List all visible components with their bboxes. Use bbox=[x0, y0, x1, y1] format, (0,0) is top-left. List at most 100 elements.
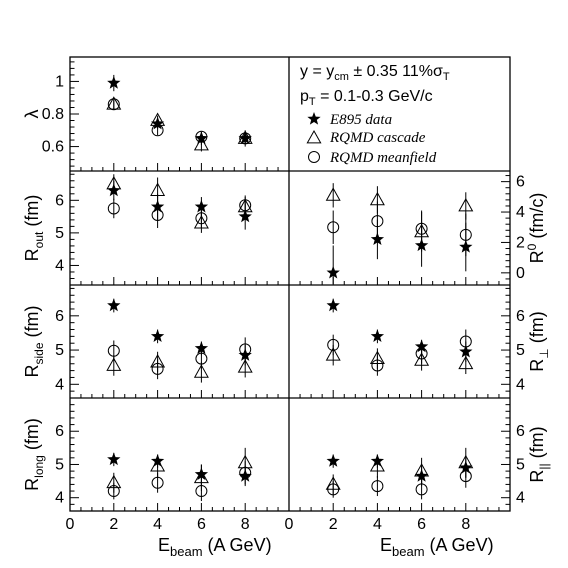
data-point-meanfield bbox=[107, 344, 120, 357]
y-axis-title-lambda: λ bbox=[22, 110, 42, 119]
y-tick-label: 0 bbox=[516, 265, 525, 282]
data-point-meanfield bbox=[327, 338, 340, 351]
x-axis-title-left: Ebeam (A GeV) bbox=[158, 535, 272, 559]
legend-entry-meanfield: RQMD meanfield bbox=[329, 150, 437, 166]
panel-Rout: 4 5 6 Rout (fm) bbox=[22, 173, 279, 285]
data-point-meanfield bbox=[195, 485, 208, 498]
data-point-e895 bbox=[107, 452, 121, 466]
x-axis-title-right: Ebeam (A GeV) bbox=[380, 535, 494, 559]
data-point-meanfield bbox=[239, 199, 252, 212]
data-point-e895 bbox=[326, 298, 340, 312]
data-point-meanfield bbox=[371, 359, 384, 372]
y-tick-label: 4 bbox=[55, 257, 64, 274]
panel-Rpar: 4 5 6R|| (fm) bbox=[299, 404, 551, 511]
y-tick-label: 6 bbox=[55, 423, 64, 440]
y-tick-label: 5 bbox=[516, 342, 525, 359]
y-tick-label: 4 bbox=[516, 376, 525, 393]
y-axis-title-Rout: Rout (fm) bbox=[22, 195, 46, 262]
data-point-meanfield bbox=[239, 466, 252, 479]
data-point-meanfield bbox=[459, 470, 472, 483]
y-tick-label: 4 bbox=[516, 204, 525, 221]
data-point-cascade bbox=[237, 130, 253, 144]
data-point-cascade bbox=[193, 136, 209, 151]
x-tick-label-right: 2 bbox=[329, 516, 338, 533]
data-point-meanfield bbox=[459, 228, 472, 241]
data-point-e895 bbox=[326, 265, 340, 279]
data-point-meanfield bbox=[239, 132, 252, 145]
data-point-cascade bbox=[237, 359, 253, 373]
x-tick-label-right: 4 bbox=[373, 516, 382, 533]
plot-frame bbox=[69, 56, 511, 512]
x-tick-label-left: 4 bbox=[153, 516, 162, 533]
panel-Rlong: 4 5 6 Rlong (fm) bbox=[22, 404, 279, 511]
data-point-e895 bbox=[194, 341, 209, 355]
x-tick-label-left: 0 bbox=[66, 516, 75, 533]
data-point-meanfield bbox=[327, 221, 340, 234]
data-point-cascade bbox=[106, 357, 122, 371]
x-tick-label-right: 0 bbox=[285, 516, 294, 533]
y-tick-label: 5 bbox=[55, 342, 64, 359]
data-point-meanfield bbox=[239, 343, 252, 356]
data-point-cascade bbox=[150, 458, 166, 472]
x-tick-label-left: 6 bbox=[197, 516, 206, 533]
y-tick-label: 4 bbox=[55, 376, 64, 393]
y-tick-label: 4 bbox=[55, 490, 64, 507]
data-point-cascade bbox=[106, 176, 122, 190]
legend: y = ycm ± 0.35 11%σT pT = 0.1-0.3 GeV/c … bbox=[300, 63, 450, 166]
y-axis-title-Rside: Rside (fm) bbox=[22, 306, 46, 378]
x-tick-label-left: 8 bbox=[241, 516, 250, 533]
data-point-meanfield bbox=[415, 222, 428, 235]
data-point-meanfield bbox=[415, 347, 428, 360]
y-tick-label: 0.6 bbox=[42, 139, 64, 156]
y-tick-label: 2 bbox=[516, 234, 525, 251]
data-point-cascade bbox=[150, 182, 166, 196]
y-tick-label: 6 bbox=[55, 192, 64, 209]
legend-marker-star bbox=[307, 112, 321, 125]
data-point-cascade bbox=[458, 197, 474, 212]
y-axis-title-Rlong: Rlong (fm) bbox=[22, 418, 46, 491]
y-tick-label: 0.8 bbox=[42, 106, 64, 123]
data-point-e895 bbox=[194, 199, 209, 213]
data-point-meanfield bbox=[107, 485, 120, 498]
y-tick-label: 6 bbox=[55, 308, 64, 325]
data-point-meanfield bbox=[415, 483, 428, 496]
legend-entry-e895: E895 data bbox=[329, 112, 392, 128]
y-tick-label: 5 bbox=[55, 456, 64, 473]
legend-header-1: y = ycm ± 0.35 11%σT bbox=[300, 63, 450, 83]
data-point-meanfield bbox=[371, 480, 384, 493]
y-tick-label: 6 bbox=[516, 308, 525, 325]
legend-marker-triangle bbox=[306, 129, 322, 144]
data-point-meanfield bbox=[459, 335, 472, 348]
x-tick-label-right: 8 bbox=[461, 516, 470, 533]
panel-R0: 0 2 4 6R0 (fm/c) bbox=[299, 174, 547, 285]
y-tick-label: 6 bbox=[516, 423, 525, 440]
data-point-cascade bbox=[325, 347, 341, 361]
panel-lambda: 0.6 0.8 1 λ bbox=[22, 61, 279, 171]
legend-header-2: pT = 0.1-0.3 GeV/c bbox=[300, 88, 433, 108]
data-point-e895 bbox=[107, 76, 121, 89]
data-point-meanfield bbox=[151, 124, 164, 137]
data-point-e895 bbox=[370, 329, 385, 343]
y-axis-title-Rpar: R|| (fm) bbox=[527, 426, 551, 482]
legend-entry-cascade: RQMD cascade bbox=[329, 130, 426, 146]
data-point-cascade bbox=[106, 96, 122, 110]
data-point-meanfield bbox=[371, 215, 384, 228]
x-tick-label-right: 6 bbox=[417, 516, 426, 533]
y-axis-title-Rperp: R⊥ (fm) bbox=[527, 311, 551, 371]
y-tick-label: 5 bbox=[516, 456, 525, 473]
data-point-e895 bbox=[326, 454, 340, 467]
data-point-meanfield bbox=[195, 352, 208, 365]
y-tick-label: 1 bbox=[55, 73, 64, 90]
data-point-cascade bbox=[414, 463, 430, 477]
data-point-meanfield bbox=[107, 98, 120, 111]
y-axis-title-R0: R0 (fm/c) bbox=[525, 193, 547, 264]
y-tick-label: 5 bbox=[55, 225, 64, 242]
panel-Rside: 4 5 6 Rside (fm) bbox=[22, 287, 279, 398]
data-point-cascade bbox=[325, 187, 341, 201]
x-tick-label-left: 2 bbox=[109, 516, 118, 533]
legend-marker-circle bbox=[308, 151, 320, 163]
data-point-meanfield bbox=[195, 130, 208, 143]
data-point-e895 bbox=[107, 298, 121, 312]
